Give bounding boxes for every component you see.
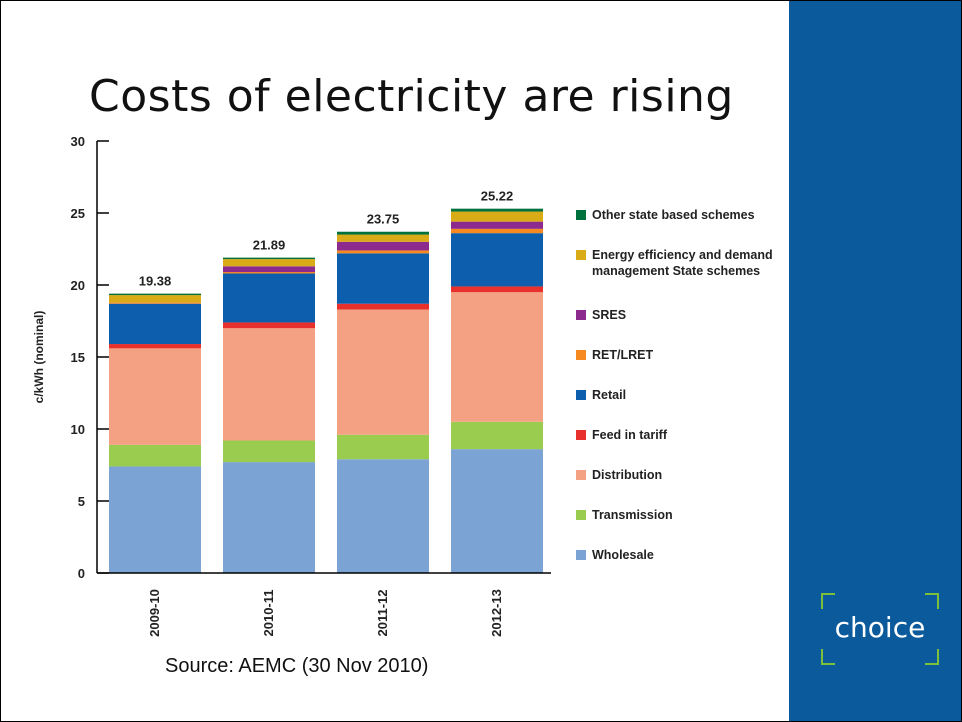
bar-total-label-2: 23.75 — [367, 212, 400, 227]
legend-swatch-8 — [576, 550, 586, 560]
bar-segment-2009-10-wholesale — [109, 466, 201, 573]
bar-segment-2010-11-ret-lret — [223, 272, 315, 274]
legend-label-4: Retail — [592, 388, 626, 402]
legend-label-2: SRES — [592, 308, 626, 322]
legend-swatch-1 — [576, 250, 586, 260]
bar-segment-2009-10-distribution — [109, 348, 201, 445]
y-tick-label-5: 25 — [71, 206, 85, 221]
bar-segment-2009-10-retail — [109, 303, 201, 345]
legend-swatch-7 — [576, 510, 586, 520]
legend-label-6: Distribution — [592, 468, 662, 482]
y-tick-label-1: 5 — [78, 494, 85, 509]
logo-bracket-top-left — [821, 593, 835, 609]
legend-label-1-line2: management State schemes — [592, 264, 760, 278]
legend-swatch-0 — [576, 210, 586, 220]
bar-segment-2011-12-ret-lret — [337, 250, 429, 254]
legend-label-5: Feed in tariff — [592, 428, 668, 442]
bar-segment-2012-13-wholesale — [451, 449, 543, 573]
source-note: Source: AEMC (30 Nov 2010) — [165, 655, 429, 677]
bar-segment-2009-10-energy-efficiency-and-demand-management-state-schemes — [109, 295, 201, 303]
y-tick-label-0: 0 — [78, 566, 85, 581]
y-axis-title: c/kWh (nominal) — [32, 311, 46, 404]
choice-logo: choice — [819, 591, 941, 667]
x-category-label-1: 2010-11 — [261, 590, 276, 637]
bar-segment-2010-11-distribution — [223, 328, 315, 441]
legend-label-3: RET/LRET — [592, 348, 653, 362]
slide-title: Costs of electricity are rising — [89, 71, 734, 122]
legend-swatch-5 — [576, 430, 586, 440]
bar-segment-2011-12-distribution — [337, 309, 429, 435]
bar-total-label-0: 19.38 — [139, 274, 172, 289]
bar-segment-2011-12-retail — [337, 253, 429, 304]
legend-swatch-3 — [576, 350, 586, 360]
legend-swatch-4 — [576, 390, 586, 400]
bar-segment-2012-13-ret-lret — [451, 228, 543, 234]
legend-label-1: Energy efficiency and demand management S… — [592, 248, 773, 278]
bar-segment-2010-11-transmission — [223, 440, 315, 463]
bar-segment-2009-10-transmission — [109, 444, 201, 467]
bar-segment-2012-13-other-state-based-schemes — [451, 208, 543, 212]
bar-segment-2010-11-wholesale — [223, 462, 315, 573]
bar-segment-2011-12-transmission — [337, 434, 429, 460]
bar-total-label-1: 21.89 — [253, 238, 286, 253]
brand-side-band — [789, 1, 961, 721]
bar-segment-2011-12-wholesale — [337, 459, 429, 573]
logo-bracket-bottom-right — [925, 649, 939, 665]
y-tick-label-6: 30 — [71, 134, 85, 149]
bar-segment-2011-12-feed-in-tariff — [337, 303, 429, 310]
bar-segment-2011-12-energy-efficiency-and-demand-management-state-schemes — [337, 234, 429, 242]
bar-segment-2012-13-feed-in-tariff — [451, 286, 543, 293]
y-tick-label-4: 20 — [71, 278, 85, 293]
y-tick-label-2: 10 — [71, 422, 85, 437]
bar-segment-2011-12-other-state-based-schemes — [337, 231, 429, 235]
bar-total-label-3: 25.22 — [481, 189, 514, 204]
bar-segment-2012-13-sres — [451, 221, 543, 229]
legend-label-8: Wholesale — [592, 548, 654, 562]
bar-segment-2009-10-ret-lret — [109, 302, 201, 304]
bar-segment-2012-13-energy-efficiency-and-demand-management-state-schemes — [451, 211, 543, 222]
x-category-label-0: 2009-10 — [147, 589, 162, 637]
bar-segment-2012-13-transmission — [451, 421, 543, 450]
bar-segment-2012-13-distribution — [451, 292, 543, 422]
bar-segment-2010-11-energy-efficiency-and-demand-management-state-schemes — [223, 259, 315, 267]
logo-text: choice — [834, 611, 926, 644]
bar-segment-2011-12-sres — [337, 241, 429, 251]
y-tick-label-3: 15 — [71, 350, 85, 365]
bar-segment-2012-13-retail — [451, 233, 543, 287]
logo-bracket-top-right — [925, 593, 939, 609]
stacked-bar-chart: 0 5 10 15 20 25 30 c/kWh (nominal) 19.38 2009-10 2… — [32, 134, 773, 637]
legend-swatch-6 — [576, 470, 586, 480]
bar-segment-2009-10-other-state-based-schemes — [109, 293, 201, 296]
legend-label-0: Other state based schemes — [592, 208, 755, 222]
legend-swatch-2 — [576, 310, 586, 320]
x-category-label-3: 2012-13 — [489, 589, 504, 637]
legend-label-7: Transmission — [592, 508, 673, 522]
legend-label-1-line1: Energy efficiency and demand — [592, 248, 773, 262]
x-category-label-2: 2011-12 — [375, 590, 390, 637]
bar-segment-2010-11-feed-in-tariff — [223, 322, 315, 329]
bar-segment-2010-11-sres — [223, 266, 315, 273]
logo-bracket-bottom-left — [821, 649, 835, 665]
bar-segment-2009-10-feed-in-tariff — [109, 344, 201, 349]
bar-segment-2010-11-retail — [223, 273, 315, 323]
bar-segment-2010-11-other-state-based-schemes — [223, 257, 315, 260]
